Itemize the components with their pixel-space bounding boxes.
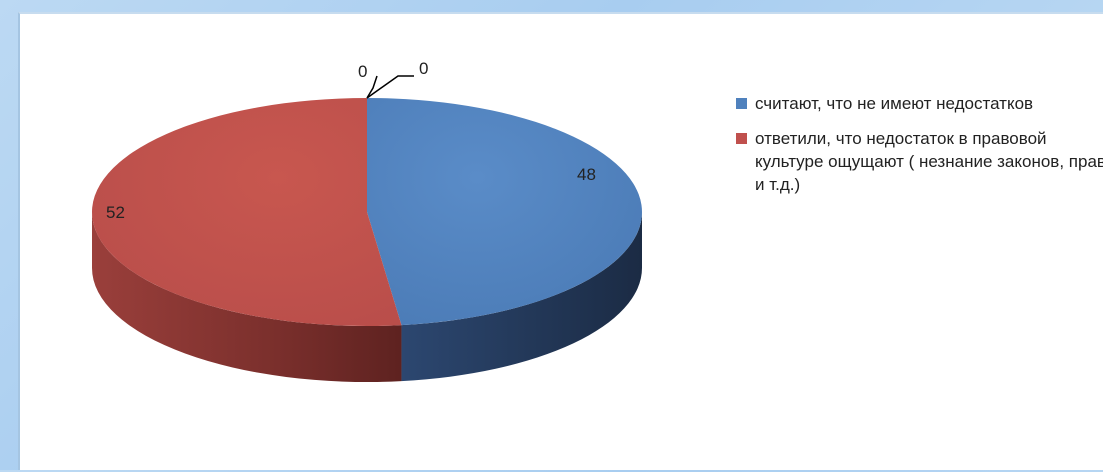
data-label: 0 — [358, 62, 367, 81]
pie-slice — [91, 98, 402, 326]
pie-slice — [367, 98, 642, 326]
data-label: 52 — [106, 203, 125, 222]
legend-swatch-blue — [736, 98, 747, 109]
leader-line — [366, 75, 378, 99]
pie-chart: 48 52 0 0 — [91, 59, 642, 382]
legend-swatch-red — [736, 133, 747, 144]
pie-slice-side — [92, 212, 402, 382]
leader-line — [366, 75, 414, 99]
chart-legend: считают, что не имеют недостатков ответи… — [736, 92, 1103, 208]
legend-item: считают, что не имеют недостатков — [736, 92, 1103, 115]
data-label: 0 — [419, 59, 428, 78]
legend-label: считают, что не имеют недостатков — [755, 94, 1034, 113]
legend-item: ответили, что недостаток в правовой куль… — [736, 127, 1103, 196]
legend-label: ответили, что недостаток в правовой куль… — [755, 129, 1103, 194]
chart-panel: 48 52 0 0 считают, что не имеют недостатков… — [18, 12, 1103, 470]
pie-slice-side — [401, 212, 642, 382]
data-label: 48 — [577, 165, 596, 184]
